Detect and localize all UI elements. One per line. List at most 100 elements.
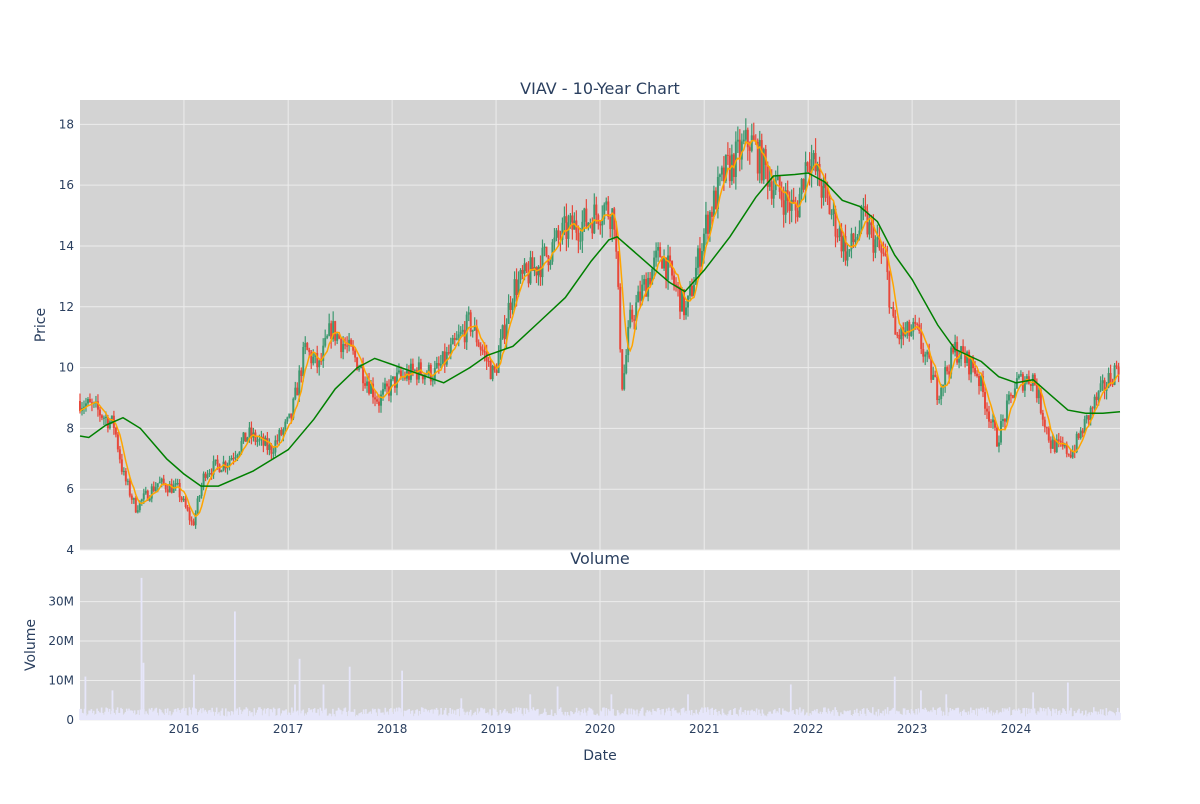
volume-bar <box>80 708 82 720</box>
volume-bar <box>1025 707 1028 720</box>
volume-bar <box>196 715 199 720</box>
volume-bar <box>1087 713 1089 720</box>
volume-bar <box>246 708 249 720</box>
candle-body <box>515 279 518 296</box>
volume-bar <box>813 709 816 720</box>
candle-body <box>856 236 859 240</box>
volume-spike-bar <box>142 662 145 720</box>
candle-body <box>120 459 123 472</box>
candle-body <box>876 237 879 240</box>
volume-bar <box>662 708 665 720</box>
candle-body <box>90 402 93 404</box>
volume-bar <box>171 714 174 720</box>
volume-bar <box>115 709 118 720</box>
volume-bar <box>1093 707 1095 720</box>
volume-bar <box>660 714 662 720</box>
candle-body <box>794 202 797 211</box>
volume-bar <box>366 713 368 720</box>
volume-bar <box>378 709 381 720</box>
volume-bar <box>965 712 968 720</box>
candle-body <box>278 430 281 441</box>
candle-body <box>816 164 819 172</box>
volume-bar <box>916 714 919 720</box>
candle-body <box>1039 389 1042 413</box>
volume-bar <box>693 712 695 720</box>
volume-bar <box>325 708 327 720</box>
volume-bar <box>931 712 933 720</box>
volume-bar <box>420 707 423 720</box>
volume-bar <box>853 709 856 720</box>
volume-bar <box>638 713 641 720</box>
volume-spike-bar <box>460 698 463 720</box>
volume-bar <box>908 712 911 720</box>
volume-bar <box>198 710 201 720</box>
volume-bar <box>533 710 536 720</box>
candle-body <box>296 387 299 396</box>
volume-bar <box>865 715 867 720</box>
volume-bar <box>803 715 806 720</box>
candle-body <box>1087 415 1090 421</box>
volume-bar <box>565 715 568 720</box>
candle-body <box>980 376 983 387</box>
volume-bar <box>359 712 362 720</box>
candle-body <box>718 174 721 177</box>
candle-body <box>760 140 763 181</box>
volume-bar <box>122 714 125 720</box>
volume-bar <box>398 707 400 720</box>
candle-body <box>968 351 971 375</box>
volume-bar <box>302 709 305 720</box>
volume-bar <box>832 709 834 720</box>
volume-bar <box>719 714 721 720</box>
volume-bar <box>991 715 994 720</box>
volume-bar <box>826 713 829 720</box>
volume-tick-label: 30M <box>48 595 74 609</box>
volume-bar <box>692 715 694 720</box>
volume-bar <box>1039 707 1042 720</box>
volume-bar <box>868 711 871 720</box>
volume-bar <box>993 714 996 720</box>
candle-body <box>258 439 261 441</box>
volume-bar <box>379 712 382 720</box>
candle-body <box>844 236 847 261</box>
candle-body <box>318 360 321 368</box>
candle-body <box>222 461 225 471</box>
x-tick-label: 2019 <box>481 722 512 736</box>
candle-body <box>567 222 570 239</box>
candle-body <box>744 129 747 140</box>
candle-body <box>487 360 490 362</box>
volume-bar <box>703 707 706 720</box>
volume-bar <box>715 712 718 720</box>
candle-body <box>838 228 841 237</box>
volume-bar <box>247 716 250 720</box>
volume-bar <box>266 708 268 720</box>
volume-bar <box>513 712 515 720</box>
volume-bar <box>476 708 479 720</box>
candle-body <box>128 480 131 496</box>
candle-body <box>1071 451 1074 458</box>
volume-bar <box>553 716 555 720</box>
volume-bar <box>616 710 619 720</box>
volume-bar <box>116 707 119 720</box>
volume-bar <box>242 711 244 720</box>
candle-body <box>553 237 556 243</box>
candle-body <box>914 321 917 324</box>
volume-bar <box>381 712 383 720</box>
volume-bar <box>787 712 790 720</box>
volume-bar <box>244 709 246 720</box>
volume-bar <box>1003 711 1005 720</box>
volume-bar <box>636 709 638 720</box>
volume-bar <box>942 711 945 720</box>
candle-body <box>964 353 967 363</box>
volume-bar <box>278 708 281 720</box>
volume-bar <box>369 711 372 720</box>
volume-bar <box>172 712 175 720</box>
volume-bar <box>549 714 552 720</box>
candle-body <box>663 257 666 269</box>
volume-bar <box>631 714 634 720</box>
volume-bar <box>630 708 633 720</box>
volume-bar <box>164 708 167 720</box>
candle-body <box>250 427 253 438</box>
candle-body <box>991 419 994 423</box>
candle-body <box>182 498 185 501</box>
